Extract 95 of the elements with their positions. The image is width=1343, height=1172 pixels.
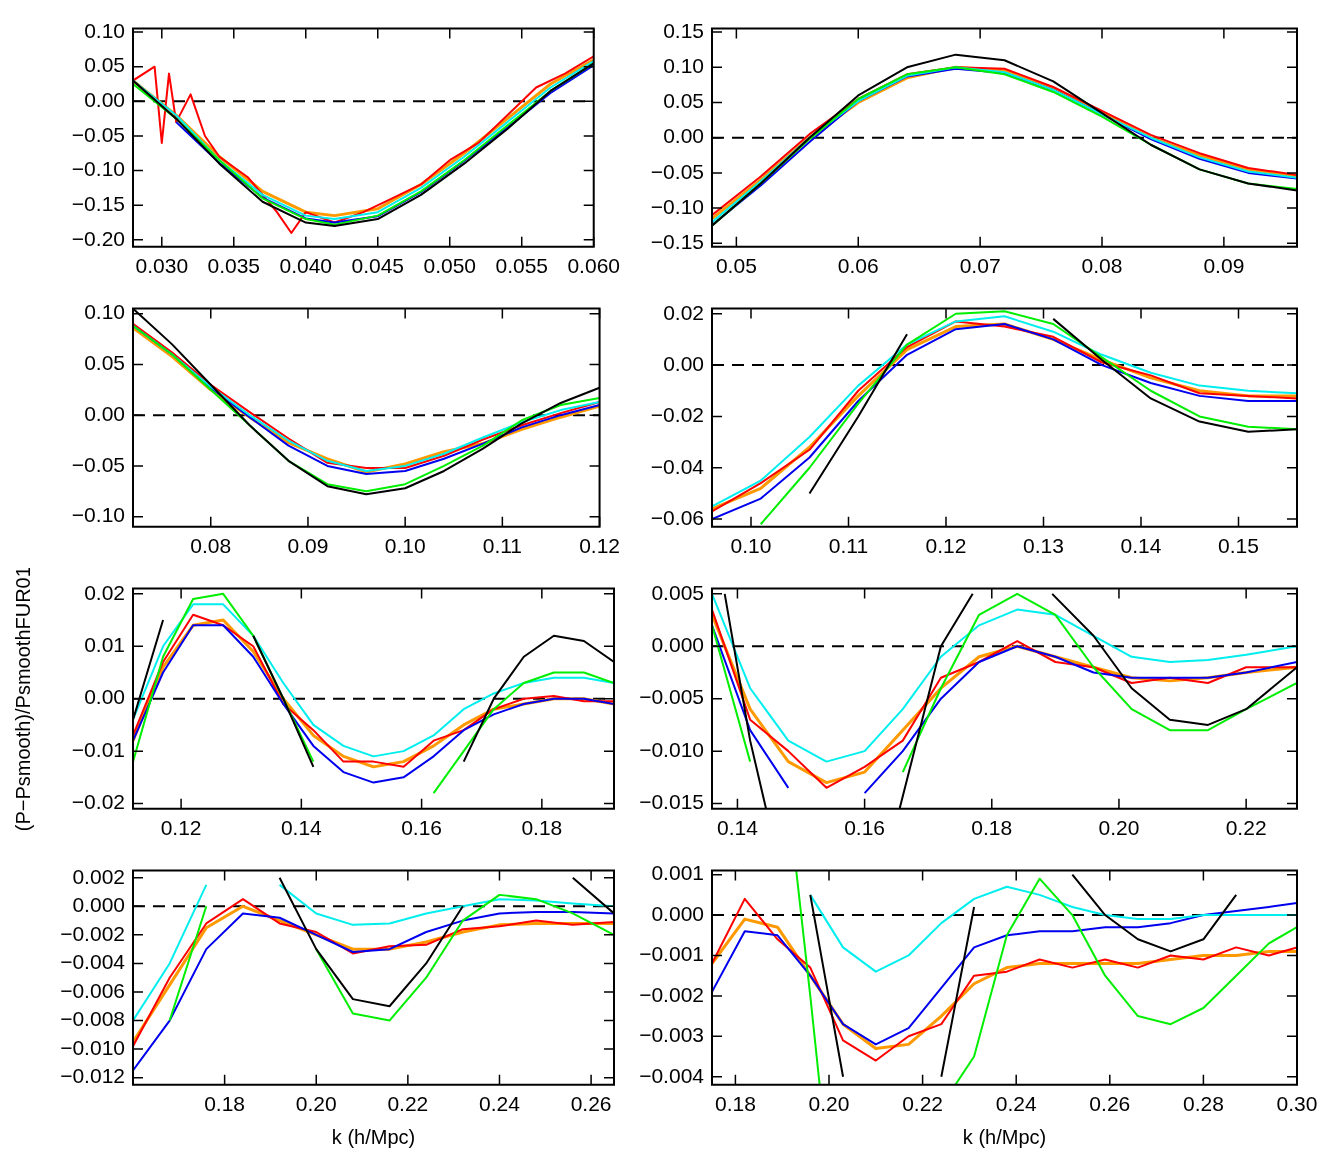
- y-tick-label: 0.10: [84, 18, 125, 42]
- y-tick-label: −0.10: [650, 194, 704, 218]
- x-tick-label: 0.20: [295, 1092, 337, 1116]
- y-tick-label: 0.15: [663, 18, 704, 42]
- y-tick-label: 0.05: [84, 53, 125, 77]
- y-tick-label: −0.006: [60, 978, 125, 1002]
- y-tick-label: −0.04: [650, 454, 705, 478]
- x-tick-label: 0.16: [844, 816, 886, 840]
- y-tick-label: 0.00: [663, 351, 704, 375]
- y-tick-label: −0.02: [650, 403, 704, 427]
- x-tick-label: 0.20: [808, 1092, 850, 1116]
- y-tick-label: 0.001: [651, 861, 704, 885]
- x-tick-label: 0.20: [1098, 816, 1140, 840]
- y-tick-label: −0.005: [639, 685, 704, 709]
- x-tick-label: 0.060: [567, 254, 621, 278]
- x-tick-label: 0.30: [1276, 1092, 1318, 1116]
- y-tick-label: −0.05: [71, 122, 125, 146]
- y-tick-label: −0.010: [60, 1035, 125, 1059]
- y-tick-label: −0.010: [639, 737, 704, 761]
- x-tick-label: 0.15: [1218, 534, 1259, 558]
- x-tick-label: 0.14: [1120, 534, 1162, 558]
- y-tick-label: 0.02: [663, 300, 704, 324]
- x-axis-title: k (h/Mpc): [331, 1125, 416, 1148]
- y-tick-label: 0.005: [651, 580, 704, 604]
- y-tick-label: −0.02: [71, 790, 125, 814]
- y-tick-label: 0.002: [72, 864, 125, 888]
- x-tick-label: 0.09: [287, 534, 329, 558]
- x-tick-label: 0.12: [579, 534, 620, 558]
- x-tick-label: 0.040: [279, 254, 333, 278]
- y-tick-label: −0.20: [71, 226, 125, 250]
- x-tick-label: 0.18: [521, 816, 563, 840]
- y-tick-label: 0.00: [663, 124, 704, 148]
- x-tick-label: 0.22: [902, 1092, 944, 1116]
- y-tick-label: −0.05: [650, 159, 704, 183]
- x-tick-label: 0.12: [160, 816, 202, 840]
- y-tick-label: 0.02: [84, 580, 125, 604]
- y-tick-label: −0.004: [639, 1063, 705, 1087]
- y-tick-label: 0.000: [651, 901, 704, 925]
- y-axis-title: (P−Psmooth)/PsmoothFUR01: [11, 566, 34, 832]
- x-tick-label: 0.05: [715, 254, 757, 278]
- x-tick-label: 0.10: [384, 534, 426, 558]
- x-tick-label: 0.11: [482, 534, 523, 558]
- y-tick-label: −0.002: [639, 982, 704, 1006]
- x-tick-label: 0.11: [828, 534, 869, 558]
- y-tick-label: −0.10: [71, 503, 125, 527]
- x-tick-label: 0.06: [837, 254, 879, 278]
- y-tick-label: 0.05: [84, 351, 125, 375]
- x-tick-label: 0.28: [1182, 1092, 1224, 1116]
- y-tick-label: −0.015: [639, 790, 704, 814]
- x-tick-label: 0.18: [971, 816, 1013, 840]
- x-tick-label: 0.030: [135, 254, 189, 278]
- x-tick-label: 0.18: [204, 1092, 246, 1116]
- y-tick-label: −0.10: [71, 157, 125, 181]
- x-tick-label: 0.08: [190, 534, 232, 558]
- y-tick-label: −0.003: [639, 1023, 704, 1047]
- y-tick-label: −0.01: [71, 737, 125, 761]
- y-tick-label: −0.15: [71, 192, 125, 216]
- y-tick-label: 0.000: [72, 893, 125, 917]
- y-tick-label: 0.00: [84, 401, 125, 425]
- x-tick-label: 0.18: [714, 1092, 756, 1116]
- x-tick-label: 0.055: [495, 254, 549, 278]
- y-tick-label: −0.012: [60, 1064, 125, 1088]
- y-tick-label: 0.10: [84, 300, 125, 324]
- x-tick-label: 0.22: [387, 1092, 429, 1116]
- x-tick-label: 0.10: [730, 534, 772, 558]
- x-tick-label: 0.22: [1225, 816, 1267, 840]
- x-tick-label: 0.14: [280, 816, 323, 840]
- y-tick-label: −0.06: [650, 505, 704, 529]
- x-tick-label: 0.08: [1081, 254, 1123, 278]
- x-tick-label: 0.26: [570, 1092, 612, 1116]
- x-axis-title: k (h/Mpc): [962, 1125, 1047, 1148]
- x-tick-label: 0.12: [925, 534, 967, 558]
- x-tick-label: 0.07: [959, 254, 1001, 278]
- y-tick-label: 0.00: [84, 88, 125, 112]
- y-tick-label: −0.15: [650, 230, 704, 254]
- x-tick-label: 0.14: [717, 816, 759, 840]
- x-tick-label: 0.13: [1023, 534, 1064, 558]
- x-tick-label: 0.16: [401, 816, 443, 840]
- y-tick-label: 0.10: [663, 54, 704, 78]
- y-tick-label: 0.000: [651, 633, 704, 657]
- x-tick-label: 0.045: [351, 254, 405, 278]
- x-tick-label: 0.050: [423, 254, 477, 278]
- y-tick-label: −0.05: [71, 452, 125, 476]
- y-tick-label: −0.002: [60, 921, 125, 945]
- x-tick-label: 0.09: [1203, 254, 1245, 278]
- y-tick-label: −0.001: [639, 942, 704, 966]
- y-tick-label: 0.05: [663, 89, 704, 113]
- x-tick-label: 0.24: [995, 1092, 1037, 1116]
- y-tick-label: −0.008: [60, 1007, 125, 1031]
- x-tick-label: 0.26: [1089, 1092, 1131, 1116]
- y-tick-label: 0.01: [84, 633, 125, 657]
- y-tick-label: −0.004: [60, 950, 126, 974]
- y-tick-label: 0.00: [84, 685, 125, 709]
- x-tick-label: 0.24: [479, 1092, 521, 1116]
- x-tick-label: 0.035: [207, 254, 261, 278]
